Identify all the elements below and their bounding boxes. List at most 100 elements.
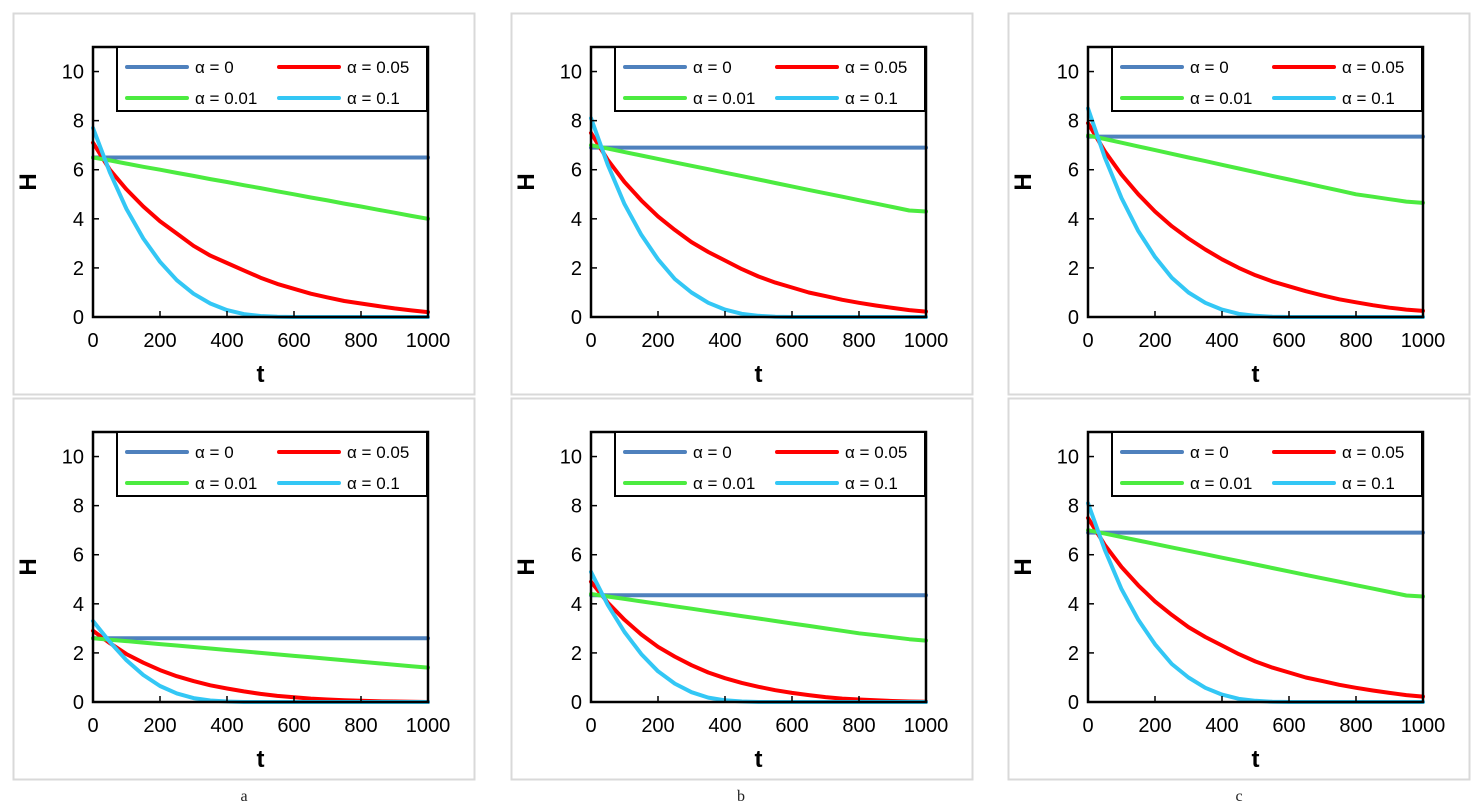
y-axis-title: H [1010,173,1037,190]
legend-label-3: α = 0.01 [1190,474,1252,493]
x-tick-label: 400 [1205,330,1238,352]
y-tick-label: 10 [1057,447,1079,469]
x-tick-label: 600 [277,330,310,352]
y-tick-label: 6 [1068,160,1079,182]
y-tick-label: 6 [73,545,84,567]
y-tick-label: 0 [571,692,582,714]
y-axis-title: H [15,173,42,190]
y-tick-label: 2 [571,258,582,280]
x-tick-label: 200 [143,715,176,737]
y-tick-label: 8 [571,496,582,518]
x-tick-label: 1000 [406,330,451,352]
legend-label-2: α = 0.05 [1342,58,1404,77]
legend-label-2: α = 0.05 [1342,443,1404,462]
y-tick-label: 0 [73,307,84,329]
x-tick-label: 800 [842,715,875,737]
legend-label-3: α = 0.01 [195,89,257,108]
x-tick-label: 200 [641,330,674,352]
y-axis-title: H [513,173,540,190]
legend-label-4: α = 0.1 [845,474,898,493]
x-tick-label: 400 [708,330,741,352]
y-tick-label: 2 [1068,643,1079,665]
x-tick-label: 600 [775,330,808,352]
x-tick-label: 0 [87,715,98,737]
y-tick-label: 6 [571,160,582,182]
legend-label-3: α = 0.01 [195,474,257,493]
y-tick-label: 8 [571,111,582,133]
x-tick-label: 400 [210,715,243,737]
legend-label-4: α = 0.1 [347,474,400,493]
x-tick-label: 400 [1205,715,1238,737]
x-tick-label: 0 [585,330,596,352]
y-tick-label: 10 [560,62,582,84]
y-tick-label: 10 [560,447,582,469]
y-tick-label: 10 [1057,62,1079,84]
y-tick-label: 6 [73,160,84,182]
y-tick-label: 2 [1068,258,1079,280]
legend: α = 0 α = 0.05 α = 0.01 α = 0.1 [1111,431,1423,497]
x-tick-label: 800 [842,330,875,352]
y-tick-label: 4 [73,209,84,231]
legend-label-1: α = 0 [693,443,732,462]
x-tick-label: 0 [1082,715,1093,737]
series-line-3 [91,155,430,221]
legend-label-2: α = 0.05 [845,443,907,462]
x-tick-label: 200 [1138,330,1171,352]
series-line-3 [589,592,928,643]
y-tick-label: 2 [73,258,84,280]
column-label-b: b [737,788,745,805]
y-tick-label: 4 [1068,209,1079,231]
legend-label-1: α = 0 [195,58,234,77]
legend: α = 0 α = 0.05 α = 0.01 α = 0.1 [116,431,428,497]
legend-box [614,46,926,112]
legend-label-4: α = 0.1 [347,89,400,108]
y-tick-label: 8 [1068,111,1079,133]
y-tick-label: 6 [571,545,582,567]
column-label-c: c [1235,788,1242,805]
x-axis-title: t [1252,746,1260,773]
column-label-a: a [240,788,247,805]
series-line-2 [1086,515,1425,699]
x-tick-label: 600 [277,715,310,737]
y-tick-label: 2 [571,643,582,665]
x-tick-label: 200 [143,330,176,352]
legend-label-4: α = 0.1 [845,89,898,108]
x-tick-label: 1000 [1401,330,1446,352]
x-tick-label: 200 [1138,715,1171,737]
legend: α = 0 α = 0.05 α = 0.01 α = 0.1 [116,46,428,112]
x-axis-title: t [755,361,763,388]
x-axis-title: t [755,746,763,773]
legend-box [614,431,926,497]
legend-label-3: α = 0.01 [693,89,755,108]
y-tick-label: 2 [73,643,84,665]
y-tick-label: 10 [62,447,84,469]
x-tick-label: 600 [1272,330,1305,352]
y-tick-label: 4 [73,594,84,616]
y-axis-title: H [15,558,42,575]
y-tick-label: 10 [62,62,84,84]
y-axis-title: H [513,558,540,575]
legend-label-1: α = 0 [1190,58,1229,77]
series-line-2 [1086,121,1425,313]
x-tick-label: 1000 [1401,715,1446,737]
series-line-3 [91,636,430,670]
legend-label-2: α = 0.05 [347,58,409,77]
x-tick-label: 1000 [904,330,949,352]
legend-label-1: α = 0 [195,443,234,462]
x-axis-title: t [1252,361,1260,388]
series-line-2 [589,130,928,314]
legend-label-2: α = 0.05 [347,443,409,462]
y-tick-label: 0 [571,307,582,329]
legend-label-3: α = 0.01 [693,474,755,493]
y-tick-label: 6 [1068,545,1079,567]
legend-box [1111,46,1423,112]
x-axis-title: t [257,361,265,388]
y-tick-label: 0 [73,692,84,714]
